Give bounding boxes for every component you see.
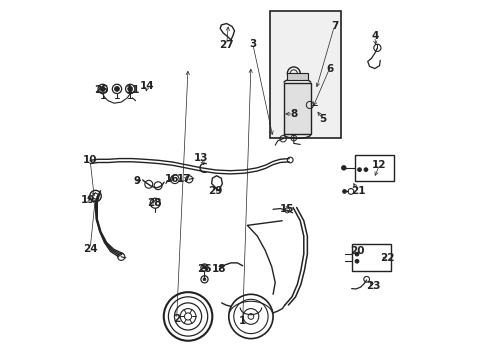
Text: 12: 12 <box>371 160 386 170</box>
Circle shape <box>203 278 205 281</box>
Text: 15: 15 <box>279 204 293 214</box>
Text: 10: 10 <box>83 156 97 165</box>
Text: 3: 3 <box>248 39 256 49</box>
Text: 26: 26 <box>197 264 211 274</box>
Text: 6: 6 <box>325 64 332 73</box>
Circle shape <box>357 168 361 171</box>
Text: 13: 13 <box>193 153 208 163</box>
Text: 20: 20 <box>349 246 364 256</box>
Text: 28: 28 <box>147 198 162 208</box>
Bar <box>284 83 310 134</box>
Circle shape <box>114 86 119 91</box>
Text: 24: 24 <box>82 244 97 253</box>
Circle shape <box>342 190 346 193</box>
Text: 4: 4 <box>370 31 378 41</box>
Text: 5: 5 <box>318 113 325 123</box>
Text: 27: 27 <box>219 40 233 50</box>
Text: 9: 9 <box>134 176 141 186</box>
Text: 29: 29 <box>207 186 222 196</box>
Text: 14: 14 <box>140 81 154 91</box>
Circle shape <box>364 168 367 171</box>
Bar <box>354 155 393 181</box>
Circle shape <box>341 166 345 170</box>
Circle shape <box>354 260 358 263</box>
Circle shape <box>203 266 205 269</box>
Circle shape <box>100 86 105 91</box>
Text: 22: 22 <box>379 253 394 263</box>
Circle shape <box>127 86 132 91</box>
Text: 23: 23 <box>366 282 380 292</box>
Text: 16: 16 <box>165 174 179 184</box>
Text: 8: 8 <box>289 109 297 119</box>
Bar <box>269 12 340 138</box>
Text: 19: 19 <box>81 195 95 204</box>
Text: 11: 11 <box>125 85 140 95</box>
Text: 25: 25 <box>94 85 108 95</box>
Circle shape <box>354 252 358 256</box>
Text: 17: 17 <box>177 174 191 184</box>
Text: 2: 2 <box>173 314 180 324</box>
Text: 7: 7 <box>330 21 338 31</box>
Text: 21: 21 <box>351 186 366 197</box>
Text: 1: 1 <box>239 316 246 326</box>
Bar <box>351 244 390 271</box>
Text: 18: 18 <box>211 264 225 274</box>
Bar <box>286 73 307 80</box>
